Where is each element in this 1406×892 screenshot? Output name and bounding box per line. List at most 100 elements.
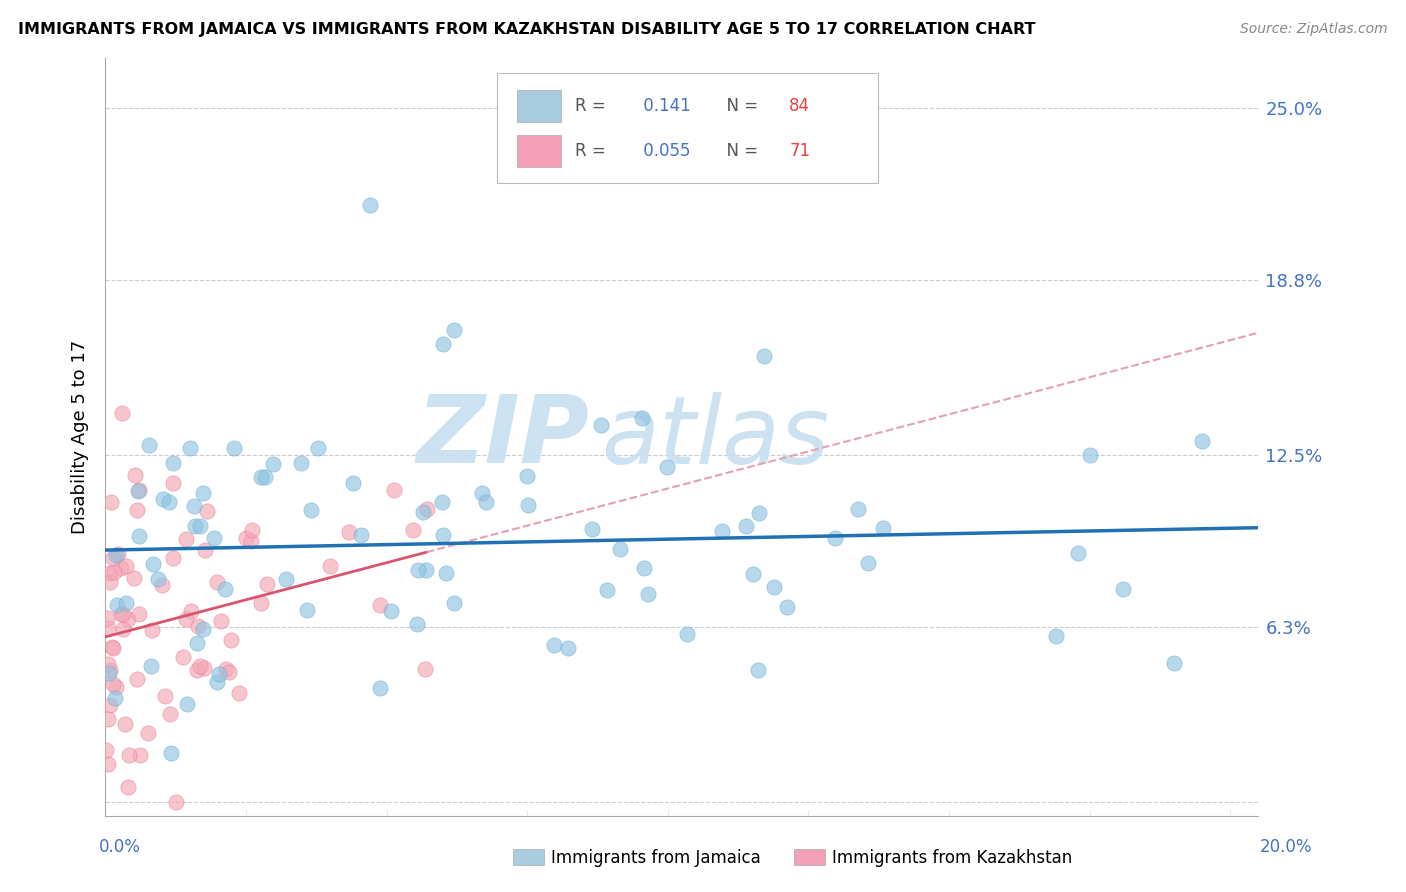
Point <box>96 611 118 625</box>
Point <box>633 560 655 574</box>
Point <box>162 550 184 565</box>
Point <box>655 460 678 475</box>
Point <box>207 674 229 689</box>
Point <box>194 543 217 558</box>
Point <box>153 689 176 703</box>
Point <box>337 525 360 540</box>
Point <box>748 506 770 520</box>
Point <box>104 549 127 563</box>
Point <box>256 576 278 591</box>
Text: 20.0%: 20.0% <box>1260 838 1313 855</box>
Text: N =: N = <box>717 96 763 115</box>
Point <box>112 607 135 621</box>
Point <box>188 519 211 533</box>
Point <box>208 666 231 681</box>
Point <box>747 663 769 677</box>
Point <box>165 795 187 809</box>
Point <box>103 551 125 566</box>
Point <box>711 524 734 539</box>
Point <box>319 559 342 574</box>
Point <box>188 659 211 673</box>
Point <box>262 458 284 472</box>
Point <box>776 599 799 614</box>
Point <box>205 575 228 590</box>
Point <box>183 499 205 513</box>
Point <box>142 557 165 571</box>
Point <box>176 612 198 626</box>
Point <box>152 492 174 507</box>
Point <box>434 566 457 580</box>
Text: Immigrants from Kazakhstan: Immigrants from Kazakhstan <box>832 849 1073 867</box>
Point <box>516 468 538 483</box>
Point <box>824 532 846 546</box>
Point <box>581 522 603 536</box>
Text: atlas: atlas <box>602 392 830 483</box>
Point <box>1045 629 1067 643</box>
Point <box>118 748 141 763</box>
Point <box>114 596 136 610</box>
Point <box>235 532 257 546</box>
Point <box>240 523 263 537</box>
Point <box>735 519 758 533</box>
Y-axis label: Disability Age 5 to 17: Disability Age 5 to 17 <box>72 340 90 534</box>
Point <box>114 716 136 731</box>
Point <box>443 323 465 337</box>
Point <box>741 567 763 582</box>
Point <box>136 726 159 740</box>
Point <box>631 410 654 425</box>
Point <box>180 604 202 618</box>
Point <box>105 598 128 612</box>
Point <box>94 742 117 756</box>
Point <box>100 494 122 508</box>
Point <box>97 713 120 727</box>
Point <box>150 578 173 592</box>
Point <box>359 198 381 212</box>
Point <box>129 747 152 762</box>
Point <box>193 622 215 636</box>
Point <box>97 756 120 771</box>
Point <box>380 604 402 618</box>
Point <box>117 780 139 794</box>
Point <box>224 441 246 455</box>
Point <box>138 438 160 452</box>
Point <box>97 621 120 635</box>
Point <box>148 572 170 586</box>
Point <box>124 467 146 482</box>
FancyBboxPatch shape <box>517 136 561 167</box>
Point <box>160 746 183 760</box>
Point <box>114 558 136 573</box>
Point <box>432 336 454 351</box>
Point <box>254 470 277 484</box>
Point <box>471 486 494 500</box>
Text: N =: N = <box>717 142 763 161</box>
Point <box>98 665 121 680</box>
Point <box>675 627 697 641</box>
Point <box>557 640 579 655</box>
Point <box>159 706 181 721</box>
Text: ZIP: ZIP <box>416 391 589 483</box>
Point <box>186 636 208 650</box>
Point <box>413 662 436 676</box>
Point <box>98 663 121 677</box>
Point <box>103 565 125 579</box>
Point <box>98 575 121 590</box>
Point <box>250 596 273 610</box>
Text: 0.0%: 0.0% <box>98 838 141 855</box>
FancyBboxPatch shape <box>498 73 877 183</box>
Text: Immigrants from Jamaica: Immigrants from Jamaica <box>551 849 761 867</box>
Point <box>103 676 125 690</box>
Point <box>219 633 242 648</box>
Point <box>128 483 150 498</box>
Point <box>101 640 124 654</box>
Point <box>432 527 454 541</box>
Point <box>128 607 150 621</box>
Point <box>195 504 218 518</box>
Point <box>101 640 124 655</box>
Point <box>368 598 391 612</box>
Point <box>162 475 184 490</box>
Point <box>215 662 238 676</box>
Text: 0.141: 0.141 <box>638 96 690 115</box>
Point <box>415 563 437 577</box>
Point <box>127 672 149 686</box>
Point <box>752 349 775 363</box>
